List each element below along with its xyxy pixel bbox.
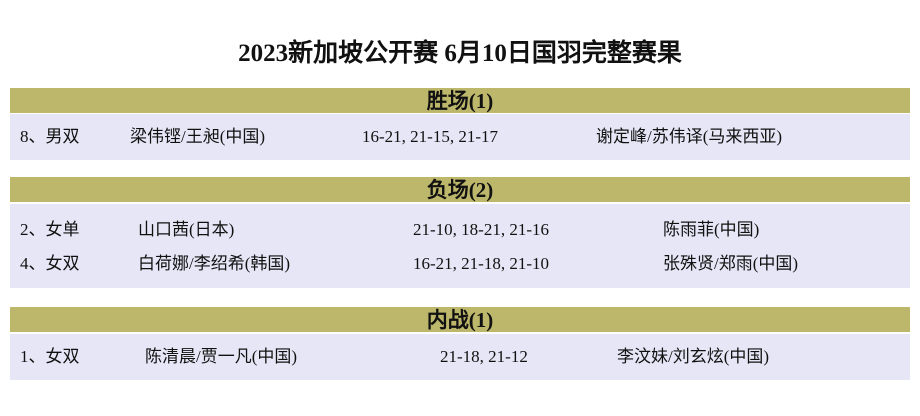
player1: 白荷娜/李绍希(韩国) [138,254,291,273]
table-row: 8、男双 梁伟铿/王昶(中国) 16-21, 21-15, 21-17 谢定峰/… [10,122,910,152]
event: 1、女双 [20,347,80,366]
section-header-internal: 内战(1) [10,307,910,332]
table-row: 4、女双 白荷娜/李绍希(韩国) 16-21, 21-18, 21-10 张殊贤… [10,249,910,279]
player1: 陈清晨/贾一凡(中国) [145,347,298,366]
player2: 谢定峰/苏伟译(马来西亚) [596,127,783,146]
event: 8、男双 [20,127,80,146]
section-wins: 8、男双 梁伟铿/王昶(中国) 16-21, 21-15, 21-17 谢定峰/… [10,114,910,160]
section-internal: 1、女双 陈清晨/贾一凡(中国) 21-18, 21-12 李汶妹/刘玄炫(中国… [10,334,910,380]
table-row: 1、女双 陈清晨/贾一凡(中国) 21-18, 21-12 李汶妹/刘玄炫(中国… [10,342,910,372]
score: 21-10, 18-21, 21-16 [413,220,549,239]
score: 16-21, 21-18, 21-10 [413,254,549,273]
event: 4、女双 [20,254,80,273]
table-row: 2、女单 山口茜(日本) 21-10, 18-21, 21-16 陈雨菲(中国) [10,215,910,245]
section-header-losses: 负场(2) [10,177,910,202]
player2: 张殊贤/郑雨(中国) [663,254,799,273]
player1: 梁伟铿/王昶(中国) [130,127,266,146]
player2: 李汶妹/刘玄炫(中国) [617,347,770,366]
section-header-wins: 胜场(1) [10,88,910,113]
section-losses: 2、女单 山口茜(日本) 21-10, 18-21, 21-16 陈雨菲(中国)… [10,204,910,288]
page-title: 2023新加坡公开赛 6月10日国羽完整赛果 [238,40,682,67]
event: 2、女单 [20,220,80,239]
score: 16-21, 21-15, 21-17 [362,127,498,146]
player2: 陈雨菲(中国) [663,220,760,239]
player1: 山口茜(日本) [138,220,235,239]
score: 21-18, 21-12 [440,347,528,366]
